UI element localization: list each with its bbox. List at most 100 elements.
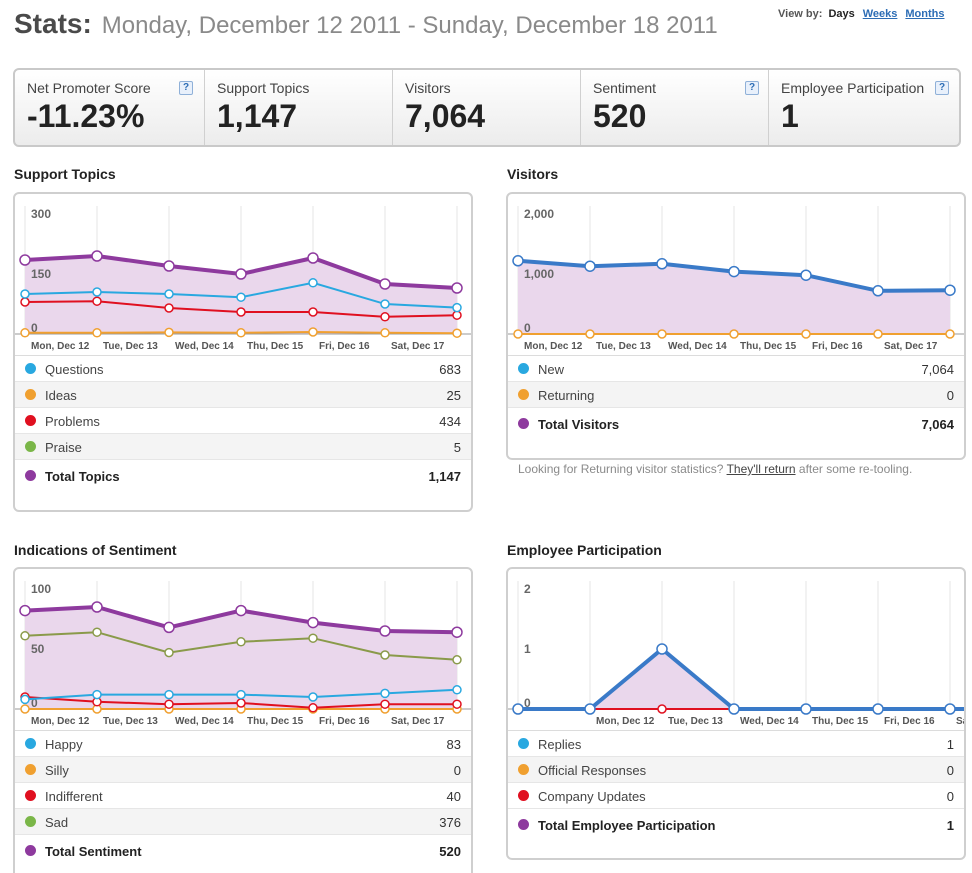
problems-dot-icon [25,415,36,426]
y-tick-label: 150 [31,267,51,281]
x-tick-label: Fri, Dec 16 [812,341,863,352]
data-point [380,688,390,699]
legend-row-total-visitors: Total Visitors 7,064 [508,408,964,440]
x-tick-label: Wed, Dec 14 [175,341,234,352]
happy-dot-icon [25,738,36,749]
legend-row-praise: Praise 5 [15,434,471,460]
y-tick-label: 300 [31,207,51,221]
legend-value: 0 [946,789,954,804]
employee-participation-panel: 2 1 0 Mon, Dec 12 Tue, Dec 13 Wed, Dec 14 Thu,… [506,567,966,860]
data-point [945,329,955,339]
visitors-chart: 2,000 1,000 0 Mon, Dec 12 Tue, Dec 13 Wed, De… [508,194,964,356]
x-tick-label: Mon, Dec 12 [596,716,655,727]
data-point [308,692,318,702]
kpi-value: 520 [593,98,647,134]
legend-label: New [538,362,565,377]
legend-value: 7,064 [921,362,954,377]
data-point [19,254,31,266]
y-tick-label: 1 [524,642,531,656]
data-point [380,312,390,322]
series-line [518,646,964,711]
legend-row-official-responses: Official Responses 0 [508,757,964,783]
kpi-title: Sentiment [593,80,657,96]
sentiment-title: Indications of Sentiment [14,542,177,558]
new-dot-icon [518,363,529,374]
data-point [512,703,524,715]
theyll-return-link[interactable]: They'll return [726,462,796,476]
data-point [380,699,390,709]
data-point [164,647,174,658]
total-dot-icon [518,819,529,830]
legend-row-new: New 7,064 [508,356,964,382]
legend-value: 1,147 [428,469,461,484]
legend-label: Official Responses [538,763,647,778]
data-point [451,282,463,294]
data-point [380,299,390,309]
legend-value: 7,064 [921,417,954,432]
kpi-value: 7,064 [405,98,486,134]
data-point [20,289,30,299]
data-point [91,601,103,613]
kpi-net-promoter-score: Net Promoter Score ? -11.23% [15,70,205,145]
view-by-weeks-link[interactable]: Weeks [862,8,898,20]
legend-row-indifferent: Indifferent 40 [15,783,471,809]
data-point [236,292,246,302]
data-point [728,703,740,715]
help-icon[interactable]: ? [935,81,949,95]
data-point [380,328,390,338]
data-point [20,631,30,641]
legend-label: Total Topics [45,469,120,484]
sentiment-panel: 100 50 0 Mon, Dec 12 Tue, Dec 13 Wed, Dec 14 T… [13,567,473,873]
kpi-title: Net Promoter Score [27,80,151,96]
y-tick-label: 2,000 [524,207,554,221]
legend-label: Replies [538,737,582,752]
data-point [656,643,668,655]
chart-canvas: 2,000 1,000 0 Mon, Dec 12 Tue, Dec 13 Wed, De… [508,206,964,352]
legend-row-happy: Happy 83 [15,731,471,757]
sentiment-legend: Happy 83 Silly 0 Indifferent 40 Sad 376 Tota… [15,731,471,867]
kpi-title: Support Topics [217,80,310,96]
legend-value: 83 [446,737,461,752]
official-responses-dot-icon [518,764,529,775]
y-tick-label: 2 [524,582,531,596]
data-point [92,296,102,306]
replies-dot-icon [518,738,529,749]
view-by: View by: Days Weeks Months [778,8,945,20]
legend-label: Sad [45,815,69,830]
y-tick-label: 100 [31,582,51,596]
visitors-title: Visitors [507,166,559,182]
data-point [452,699,462,709]
data-point [873,329,883,339]
legend-value: 683 [439,362,461,377]
ideas-dot-icon [25,389,36,400]
view-by-days[interactable]: Days [828,8,855,20]
help-icon[interactable]: ? [179,81,193,95]
visitors-panel: 2,000 1,000 0 Mon, Dec 12 Tue, Dec 13 Wed, De… [506,192,966,460]
summary-bar: Net Promoter Score ? -11.23% Support Top… [13,68,961,147]
legend-row-total-employee-participation: Total Employee Participation 1 [508,809,964,841]
data-point [728,265,740,278]
data-point [872,285,884,297]
support-topics-title: Support Topics [14,166,116,182]
data-point [164,699,174,709]
help-icon[interactable]: ? [745,81,759,95]
legend-label: Total Visitors [538,417,620,432]
kpi-title: Employee Participation [781,80,925,96]
legend-label: Company Updates [538,789,646,804]
data-point [308,703,318,713]
legend-row-silly: Silly 0 [15,757,471,783]
data-point [308,307,318,317]
view-by-months-link[interactable]: Months [905,8,945,20]
kpi-title: Visitors [405,80,451,96]
x-tick-label: Wed, Dec 14 [668,341,727,352]
data-point [307,616,319,629]
data-point [944,703,956,715]
data-point [380,650,390,660]
note-text: Looking for Returning visitor statistics… [518,462,724,476]
data-point [585,329,595,339]
legend-label: Praise [45,440,82,455]
data-point [452,655,462,665]
data-point [452,310,462,320]
x-tick-label: Sat, Dec 17 [391,716,445,727]
